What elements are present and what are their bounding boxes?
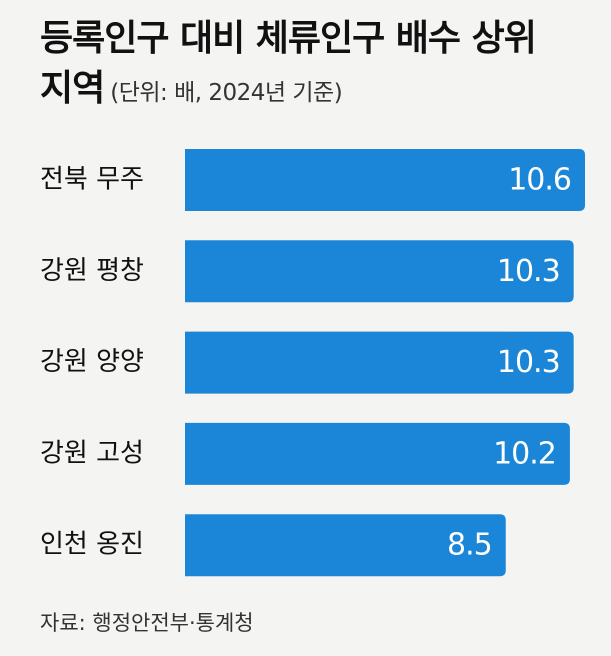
source: 자료: 행정안전부·통계청 <box>40 611 254 635</box>
value-label: 10.6 <box>508 163 571 198</box>
value-label: 10.2 <box>493 436 556 471</box>
category-label: 강원 평창 <box>40 256 144 286</box>
bar <box>185 514 506 577</box>
bar <box>185 149 585 211</box>
bar <box>185 331 574 394</box>
value-label: 10.3 <box>497 345 560 380</box>
value-label: 8.5 <box>447 528 492 563</box>
chart-subtitle: (단위: 배, 2024년 기준) <box>110 80 343 106</box>
category-label: 강원 고성 <box>40 438 144 468</box>
chart-title: 등록인구 대비 체류인구 배수 상위지역 <box>40 18 537 109</box>
title-block: 등록인구 대비 체류인구 배수 상위지역 (단위: 배, 2024년 기준) <box>40 14 560 118</box>
bar <box>185 240 574 303</box>
bar <box>185 422 570 485</box>
value-label: 10.3 <box>497 254 560 289</box>
category-label: 인천 옹진 <box>40 530 144 560</box>
category-label: 강원 양양 <box>40 347 144 377</box>
category-label: 전북 무주 <box>40 165 144 195</box>
